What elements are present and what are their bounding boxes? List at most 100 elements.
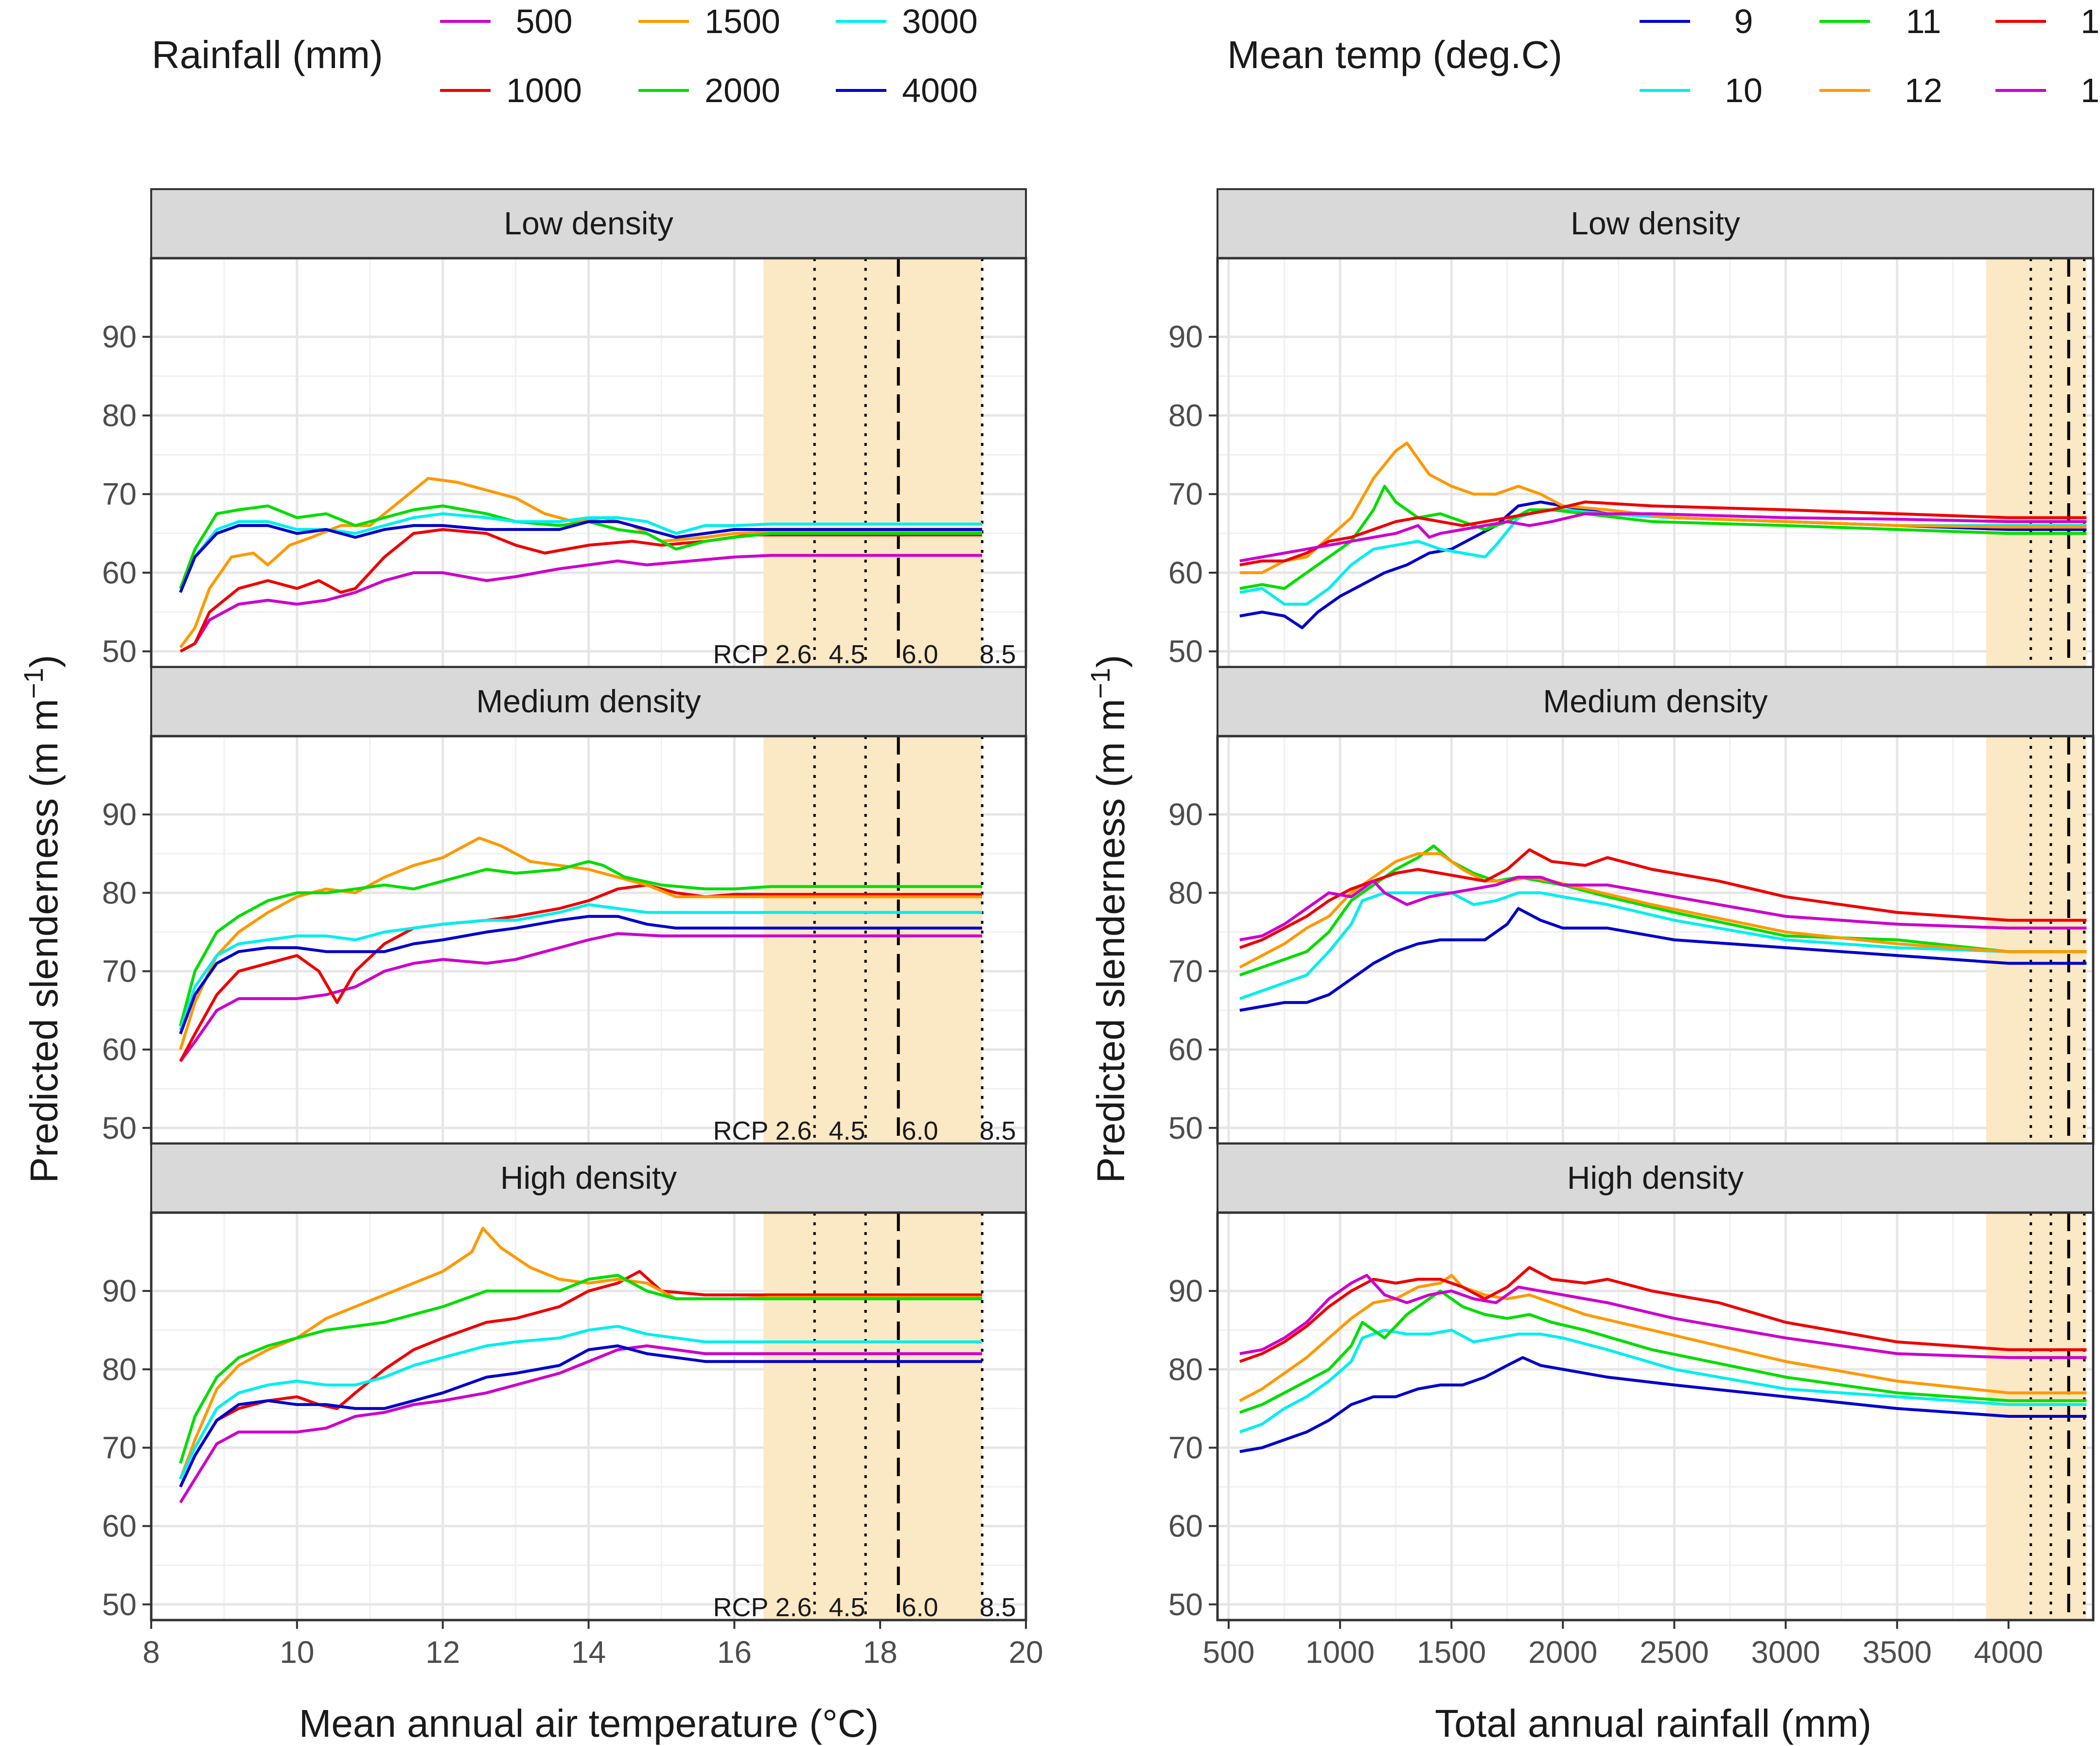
right-series-11-low-density — [1239, 485, 2087, 590]
right-strip-label-medium-density: Medium density — [1543, 683, 1767, 719]
y-tick-label: 60 — [102, 555, 137, 590]
left-strip-label-low-density: Low density — [504, 205, 673, 241]
x-tick-label: 14 — [571, 1635, 606, 1670]
right-legend-label-9: 9 — [1734, 2, 1753, 40]
y-tick-label: 50 — [102, 634, 137, 669]
right-panel-border-high-density — [1216, 1211, 2095, 1622]
left-series-4000-low-density — [179, 520, 982, 593]
right-series-16-high-density — [1239, 1273, 2087, 1359]
left-series-3000-low-density — [179, 512, 982, 593]
left-series-2000-low-density — [179, 504, 982, 589]
left-legend-item-4000: 4000 — [836, 71, 978, 109]
left-legend-label-4000: 4000 — [902, 71, 978, 109]
left-series-3000-medium-density — [179, 903, 982, 1031]
y-tick-label: 60 — [1168, 1032, 1203, 1067]
left-chart: Rainfall (mm) 500 1500 3000 1000 2000 4000 Pr… — [18, 2, 1043, 1745]
right-series-16-low-density — [1239, 512, 2087, 563]
left-series-4000-medium-density — [179, 915, 982, 1035]
x-tick-label: 4000 — [1974, 1635, 2043, 1670]
right-gridlines-medium-density — [1218, 736, 2093, 1144]
left-rcp-label-8-5: 8.5 — [979, 1593, 1016, 1622]
y-tick-label: 90 — [102, 319, 137, 354]
left-rcp-label-rcp-2-6: RCP 2.6 — [713, 640, 812, 669]
x-tick-label: 10 — [280, 1635, 314, 1670]
left-rcp-label-rcp-2-6: RCP 2.6 — [713, 1116, 812, 1146]
left-series-500-low-density — [179, 554, 982, 653]
left-legend-label-500: 500 — [516, 2, 573, 40]
right-series-14-medium-density — [1239, 848, 2087, 949]
left-rcp-label-4-5: 4.5 — [829, 1116, 865, 1146]
y-tick-label: 70 — [1168, 1430, 1203, 1465]
left-panel-high-density: High density RCP 2.6 4.5 6.0 8.5 50 60 70 80 90 8 1… — [102, 1143, 1043, 1670]
left-legend-item-1000: 1000 — [440, 71, 582, 109]
right-legend-label-12: 12 — [1905, 71, 1942, 109]
y-tick-label: 70 — [102, 476, 137, 511]
x-tick-label: 3500 — [1863, 1635, 1932, 1670]
right-series-11-medium-density — [1239, 844, 2087, 977]
left-projection-band-high-density — [763, 1213, 983, 1620]
left-strip-low-density — [150, 188, 1027, 259]
right-projection-band-medium-density — [1986, 736, 2087, 1144]
right-series-9-high-density — [1239, 1356, 2087, 1453]
right-projection-band-low-density — [1986, 258, 2087, 667]
right-panel-medium-density: Medium density 50 60 70 80 90 — [1168, 666, 2095, 1146]
y-tick-label: 50 — [1168, 1111, 1203, 1146]
right-legend-item-12: 12 — [1819, 71, 1942, 109]
y-tick-label: 50 — [102, 1111, 137, 1146]
left-rcp-label-6-0: 6.0 — [901, 1116, 938, 1146]
left-series-2000-medium-density — [179, 860, 982, 1027]
left-series-500-medium-density — [179, 932, 982, 1062]
left-rcp-label-6-0: 6.0 — [901, 1593, 938, 1622]
y-tick-label: 90 — [1168, 319, 1203, 354]
left-rcp-label-8-5: 8.5 — [979, 1116, 1016, 1146]
right-series-10-high-density — [1239, 1328, 2087, 1434]
x-tick-label: 1500 — [1417, 1635, 1486, 1670]
x-tick-label: 2000 — [1528, 1635, 1597, 1670]
right-legend-item-9: 9 — [1640, 2, 1753, 40]
right-strip-high-density — [1217, 1143, 2094, 1214]
y-tick-label: 70 — [1168, 476, 1203, 511]
left-rcp-label-8-5: 8.5 — [979, 640, 1016, 669]
left-legend-label-1000: 1000 — [506, 71, 582, 109]
y-tick-label: 70 — [1168, 953, 1203, 988]
y-tick-label: 90 — [1168, 1273, 1203, 1308]
y-tick-label: 70 — [102, 1430, 137, 1465]
right-series-10-medium-density — [1239, 891, 2087, 1000]
right-chart: Mean temp (deg.C) 9 11 14 10 12 16 Predicted … — [1085, 2, 2100, 1745]
x-tick-label: 2500 — [1640, 1635, 1709, 1670]
left-panel-low-density: Low density RCP 2.6 4.5 6.0 8.5 50 60 70 80 90 — [102, 188, 1027, 669]
x-tick-label: 18 — [863, 1635, 898, 1670]
left-legend-item-1500: 1500 — [638, 2, 780, 40]
right-strip-label-high-density: High density — [1567, 1160, 1744, 1196]
y-tick-label: 60 — [102, 1509, 137, 1544]
right-plot-area-medium-density — [1218, 736, 2093, 1144]
right-legend-item-11: 11 — [1819, 2, 1941, 40]
right-legend-item-10: 10 — [1640, 71, 1763, 109]
right-legend-item-14: 14 — [1995, 2, 2100, 40]
right-legend-label-16: 16 — [2081, 71, 2100, 109]
y-tick-label: 80 — [102, 398, 137, 433]
y-tick-label: 60 — [1168, 1509, 1203, 1544]
y-tick-label: 80 — [1168, 875, 1203, 910]
right-legend-label-10: 10 — [1725, 71, 1763, 109]
y-tick-label: 90 — [1168, 797, 1203, 832]
left-strip-medium-density — [150, 666, 1027, 737]
y-tick-label: 50 — [1168, 1587, 1203, 1622]
y-tick-label: 60 — [1168, 555, 1203, 590]
left-projection-band-medium-density — [763, 736, 983, 1144]
left-series-1000-low-density — [179, 528, 982, 653]
right-series-12-high-density — [1239, 1273, 2087, 1402]
right-plot-area-high-density — [1218, 1213, 2093, 1620]
left-panel-medium-density: Medium density RCP 2.6 4.5 6.0 8.5 50 60 70 80 90 — [102, 666, 1027, 1146]
left-series-1500-medium-density — [179, 836, 982, 1050]
right-legend-item-16: 16 — [1995, 71, 2100, 109]
y-tick-label: 60 — [102, 1032, 137, 1067]
right-y-axis-title: Predicted slenderness (m m−1) — [1085, 655, 1132, 1183]
y-tick-label: 80 — [102, 875, 137, 910]
right-strip-medium-density — [1217, 666, 2094, 737]
left-series-2000-high-density — [179, 1273, 982, 1464]
y-tick-label: 50 — [1168, 634, 1203, 669]
right-series-14-high-density — [1239, 1266, 2087, 1363]
left-rcp-label-4-5: 4.5 — [829, 640, 865, 669]
